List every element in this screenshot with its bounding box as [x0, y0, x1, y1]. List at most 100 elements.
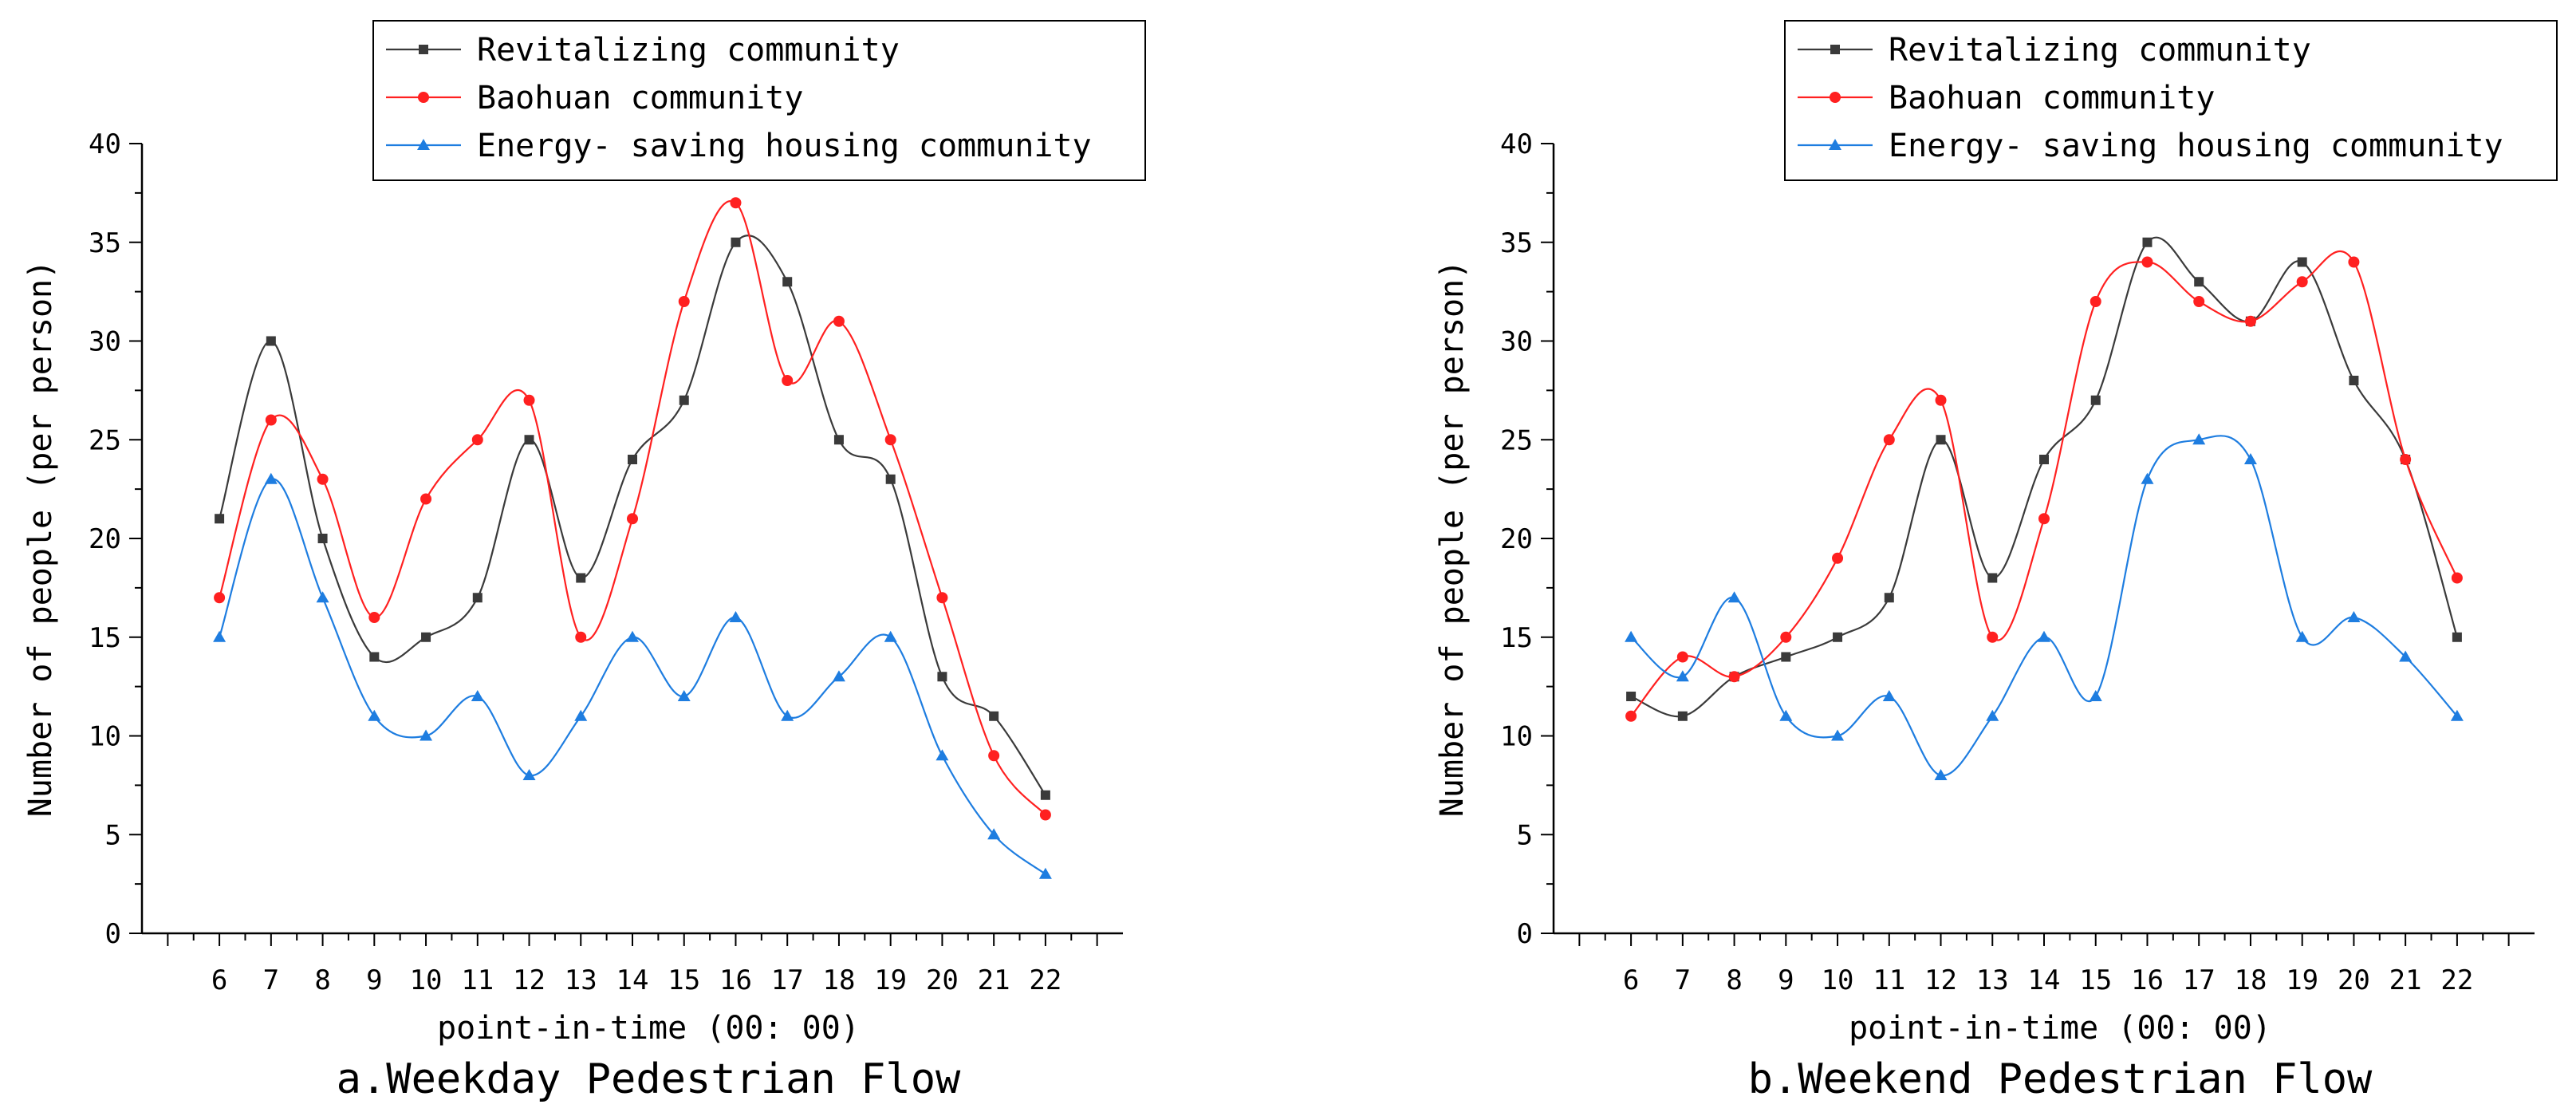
data-point — [1987, 573, 1998, 583]
data-point — [2038, 513, 2050, 525]
data-point — [1040, 790, 1050, 800]
data-point — [1677, 711, 1688, 721]
data-point — [1882, 690, 1896, 701]
data-point — [574, 709, 588, 721]
legend-label: Revitalizing community — [1889, 32, 2311, 69]
y-tick-label: 25 — [1500, 424, 1533, 456]
data-point — [524, 435, 534, 445]
data-point — [935, 749, 949, 761]
data-point — [2090, 296, 2101, 307]
x-tick-label: 13 — [565, 964, 597, 996]
y-tick-label: 10 — [1500, 721, 1533, 753]
data-point — [2038, 630, 2050, 642]
data-point — [2090, 395, 2101, 405]
data-point — [317, 473, 329, 485]
y-tick-label: 0 — [105, 918, 121, 950]
data-point — [1727, 591, 1741, 603]
data-point — [677, 690, 691, 701]
x-tick-label: 7 — [1675, 964, 1691, 996]
data-point — [369, 652, 380, 662]
x-tick-label: 17 — [771, 964, 804, 996]
legend-box — [1784, 20, 2558, 181]
data-point — [1986, 709, 1999, 721]
data-point — [2296, 276, 2308, 288]
data-point — [523, 394, 535, 406]
data-point — [1626, 692, 1637, 701]
data-point — [782, 375, 794, 386]
data-point — [626, 630, 639, 642]
weekday-chart-panel: 0 5 10 15 20 25 30 35 40 6 7 8 9 10 11 12 13 14 15 16 17 18 19… — [22, 20, 1146, 1103]
data-point — [471, 434, 483, 446]
y-tick-label: 20 — [1500, 523, 1533, 555]
data-point — [214, 592, 226, 604]
x-tick-label: 16 — [2131, 964, 2164, 996]
x-axis-label: point-in-time (00: 00) — [1849, 1010, 2271, 1047]
data-point — [884, 434, 896, 446]
data-point — [885, 474, 896, 484]
data-point — [832, 670, 845, 682]
data-point — [2348, 256, 2360, 268]
y-tick-label: 15 — [89, 622, 121, 654]
x-axis-label: point-in-time (00: 00) — [437, 1010, 860, 1047]
legend: Revitalizing community Baohuan community E… — [1784, 20, 2558, 181]
legend-marker — [419, 45, 428, 54]
data-point — [627, 513, 638, 525]
x-tick-label: 6 — [1623, 964, 1639, 996]
x-tick-label: 20 — [2338, 964, 2370, 996]
x-tick-label: 18 — [2234, 964, 2267, 996]
x-tick-label: 11 — [1873, 964, 1905, 996]
legend-marker — [1830, 92, 1841, 103]
x-tick-label: 8 — [1726, 964, 1742, 996]
data-point — [936, 592, 948, 604]
data-point — [2451, 572, 2463, 584]
data-point — [628, 455, 637, 464]
data-point — [264, 472, 278, 484]
x-tick-label: 14 — [616, 964, 649, 996]
legend-marker — [1829, 139, 1841, 150]
y-tick-label: 5 — [105, 819, 121, 851]
x-tick-label: 14 — [2028, 964, 2061, 996]
x-tick-label: 6 — [211, 964, 227, 996]
data-point — [730, 197, 742, 209]
series-3 — [1625, 433, 2464, 780]
x-tick-label: 9 — [366, 964, 382, 996]
series-2 — [1625, 250, 2463, 722]
data-point — [2089, 690, 2102, 701]
data-point — [987, 828, 1001, 840]
data-point — [729, 611, 742, 622]
y-tick-label: 40 — [1500, 128, 1533, 160]
series-line — [219, 235, 1046, 796]
data-point — [471, 690, 484, 701]
series-1 — [215, 235, 1050, 800]
chart-caption: a.Weekday Pedestrian Flow — [337, 1055, 961, 1103]
data-point — [368, 709, 381, 721]
data-point — [1625, 630, 1638, 642]
weekend-chart-panel: 0 5 10 15 20 25 30 35 40 6 7 8 9 10 11 12 13 14 15 16 17 18 19… — [1434, 20, 2558, 1103]
x-tick-label: 20 — [926, 964, 959, 996]
y-tick-label: 15 — [1500, 622, 1533, 654]
x-tick-label: 10 — [1822, 964, 1854, 996]
data-point — [575, 631, 587, 643]
data-point — [2141, 472, 2154, 484]
data-point — [1936, 435, 1946, 445]
legend-label: Energy- saving housing community — [477, 128, 1092, 164]
data-point — [1625, 710, 1637, 722]
x-tick-label: 15 — [668, 964, 700, 996]
data-point — [576, 573, 586, 583]
data-point — [2141, 256, 2153, 268]
data-point — [833, 435, 844, 445]
legend-marker — [417, 139, 430, 150]
data-point — [368, 612, 380, 623]
data-point — [2192, 433, 2206, 445]
y-tick-label: 30 — [1500, 326, 1533, 358]
legend-marker — [418, 92, 429, 103]
x-tick-label: 9 — [1778, 964, 1794, 996]
legend: Revitalizing community Baohuan community E… — [372, 20, 1146, 181]
legend-label: Energy- saving housing community — [1889, 128, 2503, 164]
x-tick-label: 16 — [719, 964, 752, 996]
data-point — [2399, 650, 2413, 662]
data-point — [1781, 652, 1791, 662]
x-tick-label: 13 — [1976, 964, 2009, 996]
data-point — [420, 493, 432, 505]
data-point — [2347, 611, 2361, 622]
